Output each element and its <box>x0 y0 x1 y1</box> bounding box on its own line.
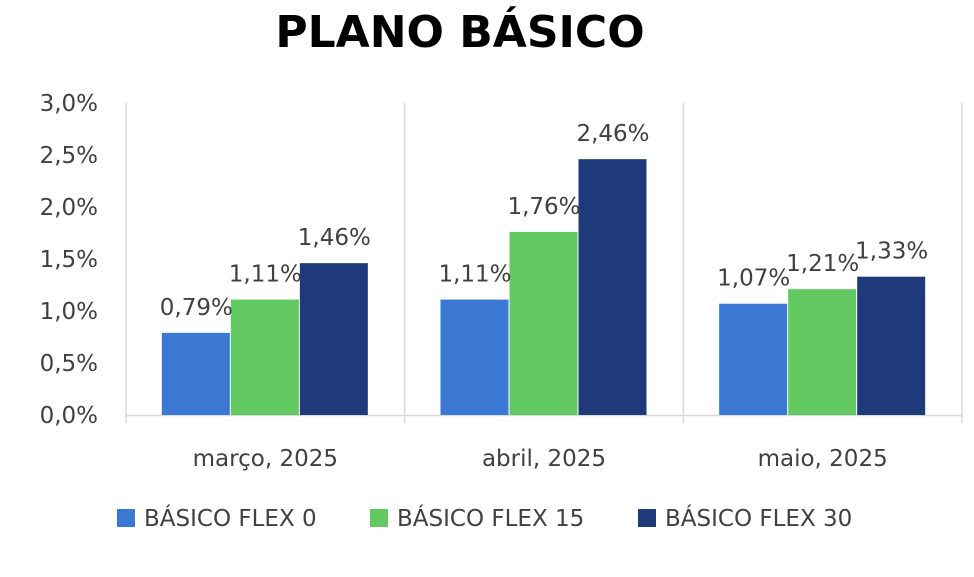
bars <box>161 159 926 415</box>
grid-lines <box>125 103 963 423</box>
legend-swatch <box>638 509 656 527</box>
bar <box>857 276 926 415</box>
chart-title: PLANO BÁSICO <box>275 5 644 58</box>
legend-swatch <box>117 509 135 527</box>
x-category-label: abril, 2025 <box>482 446 606 472</box>
legend-label: BÁSICO FLEX 0 <box>144 504 317 532</box>
data-label: 1,33% <box>855 239 928 265</box>
x-category-label: março, 2025 <box>193 446 338 472</box>
y-tick-label: 2,0% <box>40 195 98 221</box>
data-label: 2,46% <box>576 121 649 147</box>
data-label: 1,11% <box>229 262 302 288</box>
data-label: 1,11% <box>438 262 511 288</box>
legend-label: BÁSICO FLEX 30 <box>665 504 852 532</box>
y-tick-label: 1,0% <box>40 299 98 325</box>
y-tick-label: 1,5% <box>40 247 98 273</box>
data-label: 1,46% <box>298 225 371 251</box>
x-category-label: maio, 2025 <box>758 446 888 472</box>
bar <box>230 299 299 415</box>
y-axis-ticks: 0,0% 0,5% 1,0% 1,5% 2,0% 2,5% 3,0% <box>40 91 98 429</box>
bar <box>161 332 230 415</box>
bar <box>578 159 647 415</box>
bar <box>440 299 509 415</box>
data-label: 1,76% <box>507 194 580 220</box>
data-labels: 0,79% 1,11% 1,46% 1,11% 1,76% 2,46% 1,07%1,21%… <box>160 121 928 321</box>
data-label: 1,21% <box>786 251 859 277</box>
bar <box>719 303 788 415</box>
x-axis-categories: março, 2025 abril, 2025 maio, 2025 <box>193 446 888 472</box>
y-tick-label: 0,5% <box>40 351 98 377</box>
data-label: 1,07% <box>717 266 790 292</box>
legend-label: BÁSICO FLEX 15 <box>397 504 584 532</box>
legend: BÁSICO FLEX 0 BÁSICO FLEX 15 BÁSICO FLEX 3… <box>117 504 852 532</box>
y-tick-label: 3,0% <box>40 91 98 117</box>
y-tick-label: 2,5% <box>40 143 98 169</box>
bar <box>299 263 368 415</box>
bar <box>509 231 578 415</box>
y-tick-label: 0,0% <box>40 403 98 429</box>
data-label: 0,79% <box>160 295 233 321</box>
bar <box>788 289 857 415</box>
legend-swatch <box>370 509 388 527</box>
